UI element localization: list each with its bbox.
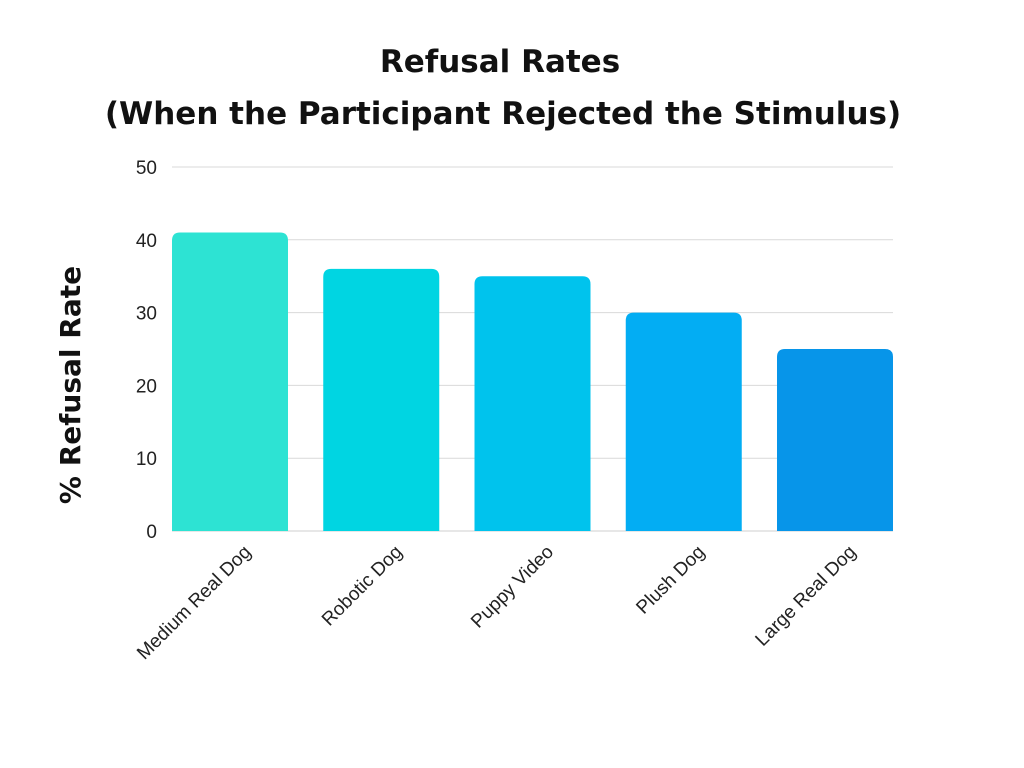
y-tick-label: 20: [136, 376, 157, 397]
bar-medium-real-dog: [172, 232, 288, 531]
y-axis-ticks: 0 10 20 30 40 50: [136, 158, 157, 543]
x-axis-ticks: Medium Real Dog Robotic Dog Puppy Video Plu…: [133, 542, 860, 664]
bar-large-real-dog: [777, 349, 893, 531]
y-tick-label: 10: [136, 449, 157, 470]
x-tick-label: Puppy Video: [467, 542, 558, 633]
y-axis-label: % Refusal Rate: [54, 266, 87, 504]
x-tick-label: Large Real Dog: [752, 542, 861, 651]
x-tick-label: Plush Dog: [632, 542, 709, 619]
bars: [172, 232, 893, 531]
bar-plush-dog: [625, 312, 742, 531]
bar-robotic-dog: [323, 268, 440, 531]
x-tick-label: Medium Real Dog: [133, 542, 255, 664]
y-tick-label: 30: [136, 304, 157, 325]
y-tick-label: 40: [136, 231, 157, 252]
chart-title-line-2: (When the Participant Rejected the Stimu…: [105, 96, 901, 132]
bar-puppy-video: [474, 276, 591, 531]
chart-title-line-1: Refusal Rates: [380, 44, 620, 80]
y-tick-label: 0: [146, 522, 157, 543]
x-tick-label: Robotic Dog: [318, 542, 407, 631]
y-tick-label: 50: [136, 158, 157, 179]
